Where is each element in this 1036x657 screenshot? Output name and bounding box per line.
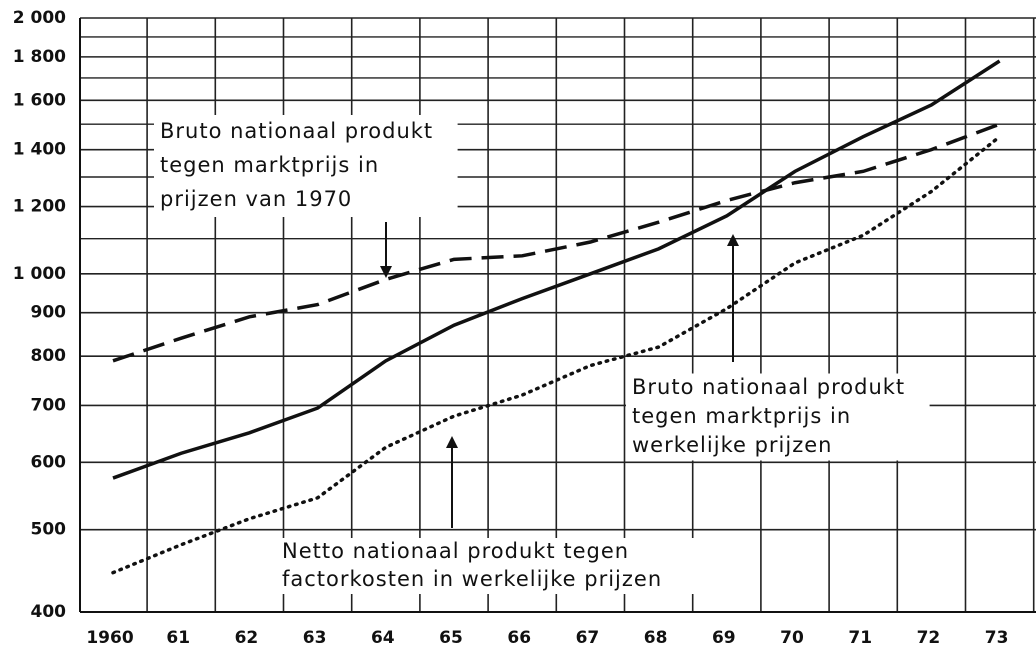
annotation: werkelijke prijzen [632, 433, 832, 457]
x-tick-label: 71 [848, 628, 872, 648]
annotation: Bruto nationaal produkt [160, 119, 433, 143]
x-tick-label: 1960 [86, 628, 133, 648]
labels: 400 500 600 700 800 900 1 000 1 200 1 400 1 600 1 … [13, 8, 1009, 648]
x-tick-label: 65 [439, 628, 463, 648]
y-tick-label: 600 [31, 452, 67, 472]
annotation: tegen marktprijs in [632, 404, 851, 428]
annotation-bg [626, 373, 930, 461]
grid [80, 17, 1036, 613]
x-tick-label: 66 [507, 628, 531, 648]
y-tick-label: 1 800 [13, 47, 66, 67]
annotation: tegen marktprijs in [160, 153, 379, 177]
y-tick-label: 1 200 [13, 197, 66, 217]
y-tick-label: 400 [31, 602, 67, 622]
y-tick-label: 1 400 [13, 140, 66, 160]
annotation-bg [276, 538, 725, 594]
y-tick-label: 500 [31, 520, 67, 540]
x-tick-label: 72 [917, 628, 941, 648]
x-tick-label: 62 [235, 628, 259, 648]
y-tick-label: 2 000 [13, 8, 66, 28]
x-tick-label: 67 [576, 628, 600, 648]
y-tick-label: 1 000 [13, 264, 66, 284]
x-tick-label: 70 [780, 628, 804, 648]
x-tick-label: 69 [712, 628, 736, 648]
x-tick-label: 61 [166, 628, 190, 648]
x-tick-label: 68 [644, 628, 668, 648]
x-tick-label: 64 [371, 628, 395, 648]
y-tick-label: 900 [31, 303, 67, 323]
annotation: Bruto nationaal produkt [632, 375, 905, 399]
annotation: factorkosten in werkelijke prijzen [282, 567, 662, 591]
series-line [112, 122, 1001, 363]
y-tick-label: 1 600 [13, 90, 66, 110]
x-tick-label: 63 [303, 628, 327, 648]
series-line [111, 134, 1002, 575]
annotation: prijzen van 1970 [160, 187, 352, 211]
series-line [112, 59, 1001, 480]
lines [111, 59, 1002, 575]
annotation: Netto nationaal produkt tegen [282, 539, 629, 563]
x-tick-label: 73 [985, 628, 1009, 648]
annotation-bg [154, 115, 458, 217]
y-tick-label: 700 [31, 395, 67, 415]
y-tick-label: 800 [31, 346, 67, 366]
